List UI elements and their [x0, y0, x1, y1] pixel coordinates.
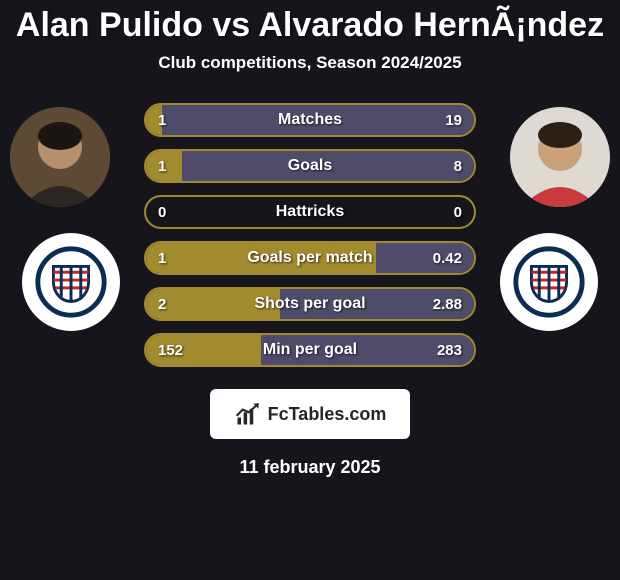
date-text: 11 february 2025 — [0, 457, 620, 478]
stat-label: Goals per match — [146, 243, 474, 273]
player-right-name: Alvarado HernÃ¡ndez — [258, 6, 604, 44]
subtitle: Club competitions, Season 2024/2025 — [0, 53, 620, 73]
shield-icon — [510, 243, 588, 321]
stat-bar: 152283Min per goal — [144, 333, 476, 367]
chart-up-icon — [234, 400, 262, 428]
shield-icon — [32, 243, 110, 321]
comparison-title: Alan Pulido vs Alvarado HernÃ¡ndez — [0, 0, 620, 45]
stat-bar: 119Matches — [144, 103, 476, 137]
player-left-crest — [22, 233, 120, 331]
player-right-crest — [500, 233, 598, 331]
stat-label: Matches — [146, 105, 474, 135]
stat-label: Hattricks — [146, 197, 474, 227]
stats-stage: 119Matches 18Goals 00Hattricks 10.42Goals p… — [0, 103, 620, 367]
person-icon — [510, 107, 610, 207]
stat-bars: 119Matches 18Goals 00Hattricks 10.42Goals p… — [144, 103, 476, 367]
player-left-avatar — [10, 107, 110, 207]
stat-bar: 18Goals — [144, 149, 476, 183]
brand-text: FcTables.com — [268, 404, 387, 425]
stat-bar: 22.88Shots per goal — [144, 287, 476, 321]
stat-label: Min per goal — [146, 335, 474, 365]
stat-bar: 10.42Goals per match — [144, 241, 476, 275]
stat-label: Goals — [146, 151, 474, 181]
vs-text: vs — [212, 6, 250, 44]
brand-badge: FcTables.com — [210, 389, 410, 439]
stat-bar: 00Hattricks — [144, 195, 476, 229]
player-left-name: Alan Pulido — [16, 6, 203, 44]
person-icon — [10, 107, 110, 207]
stat-label: Shots per goal — [146, 289, 474, 319]
player-right-avatar — [510, 107, 610, 207]
